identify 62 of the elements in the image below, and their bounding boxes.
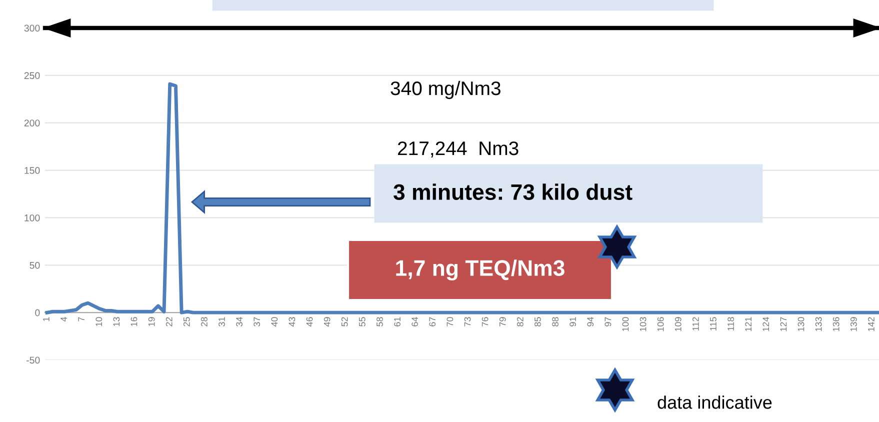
- x-tick-label: 100: [622, 317, 629, 332]
- x-tick-label: 43: [288, 317, 296, 327]
- x-tick-label: 4: [60, 317, 67, 322]
- x-tick-label: 112: [692, 317, 699, 330]
- x-tick-label: 70: [446, 317, 454, 326]
- x-tick-label: 28: [201, 317, 208, 326]
- x-tick-label: 25: [183, 317, 190, 326]
- text: data indicative: [658, 396, 772, 409]
- y-tick-label: 100: [24, 214, 40, 222]
- x-tick-label: 31: [218, 317, 225, 326]
- x-tick-label: 64: [412, 317, 418, 326]
- x-tick-label: 37: [254, 317, 260, 326]
- x-tick-label: 127: [780, 317, 787, 332]
- x-tick-label: 1: [43, 317, 50, 322]
- x-tick-label: 79: [499, 317, 506, 326]
- x-tick-label: 22: [166, 317, 172, 326]
- x-tick-label: 139: [850, 317, 857, 332]
- x-tick-label: 97: [604, 317, 612, 326]
- x-tick-label: 40: [271, 317, 278, 327]
- y-tick-label: 150: [24, 167, 40, 174]
- x-tick-label: 91: [570, 317, 576, 326]
- x-tick-label: 106: [657, 317, 664, 332]
- x-tick-label: 34: [236, 317, 243, 326]
- x-tick-label: 73: [464, 317, 471, 326]
- x-tick-label: 115: [710, 317, 716, 330]
- x-tick-label: 7: [78, 317, 84, 322]
- x-tick-label: 55: [359, 317, 366, 326]
- x-tick-label: 118: [728, 317, 734, 330]
- x-tick-label: 136: [832, 317, 840, 332]
- x-tick-label: 88: [552, 317, 558, 326]
- x-tick-label: 103: [640, 317, 646, 332]
- y-tick-label: 300: [24, 24, 40, 32]
- x-tick-label: 124: [762, 317, 770, 332]
- y-tick-label: 0: [35, 309, 40, 316]
- x-tick-label: 58: [376, 317, 383, 326]
- annotation: 217,244 Nm3: [398, 141, 518, 158]
- x-tick-label: 76: [482, 317, 488, 326]
- x-tick-label: 130: [798, 317, 804, 332]
- x-tick-label: 109: [674, 317, 682, 332]
- annotation: 3 minutes: 73 kilo dust: [394, 184, 632, 200]
- x-tick-label: 10: [96, 317, 102, 326]
- y-tick-label: -50: [26, 356, 40, 364]
- x-tick-label: 133: [815, 317, 822, 332]
- x-tick-label: 61: [394, 317, 400, 326]
- y-tick-label: 250: [24, 72, 40, 80]
- y-tick-label: 50: [30, 262, 40, 269]
- x-tick-label: 16: [130, 317, 138, 326]
- x-tick-label: 94: [587, 317, 594, 326]
- x-tick-label: 142: [868, 317, 874, 332]
- x-tick-label: 85: [534, 317, 541, 326]
- y-tick-label: 200: [24, 120, 40, 126]
- annotation: 1,7 ng TEQ/Nm3: [396, 260, 564, 280]
- x-tick-label: 82: [516, 317, 524, 326]
- annotation: 340 mg/Nm3: [390, 80, 500, 100]
- x-tick-label: 49: [324, 317, 330, 327]
- x-tick-label: 13: [113, 317, 120, 326]
- x-tick-label: 52: [341, 317, 348, 326]
- x-tick-label: 19: [148, 317, 155, 326]
- x-tick-label: 67: [429, 317, 436, 326]
- line-series: [45, 82, 879, 314]
- x-tick-label: 121: [745, 317, 752, 332]
- x-tick-label: 46: [306, 317, 313, 327]
